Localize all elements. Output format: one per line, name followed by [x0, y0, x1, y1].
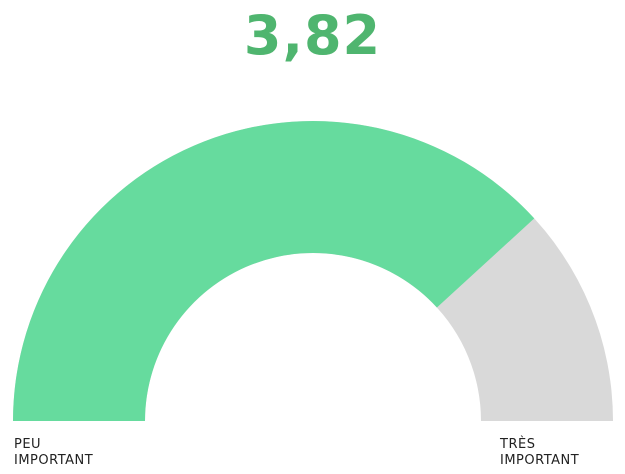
min-label: PEU IMPORTANT [14, 437, 94, 468]
gauge-fill [13, 121, 535, 421]
gauge-value: 3,82 [243, 4, 382, 67]
max-label: TRÈS IMPORTANT [500, 437, 580, 468]
